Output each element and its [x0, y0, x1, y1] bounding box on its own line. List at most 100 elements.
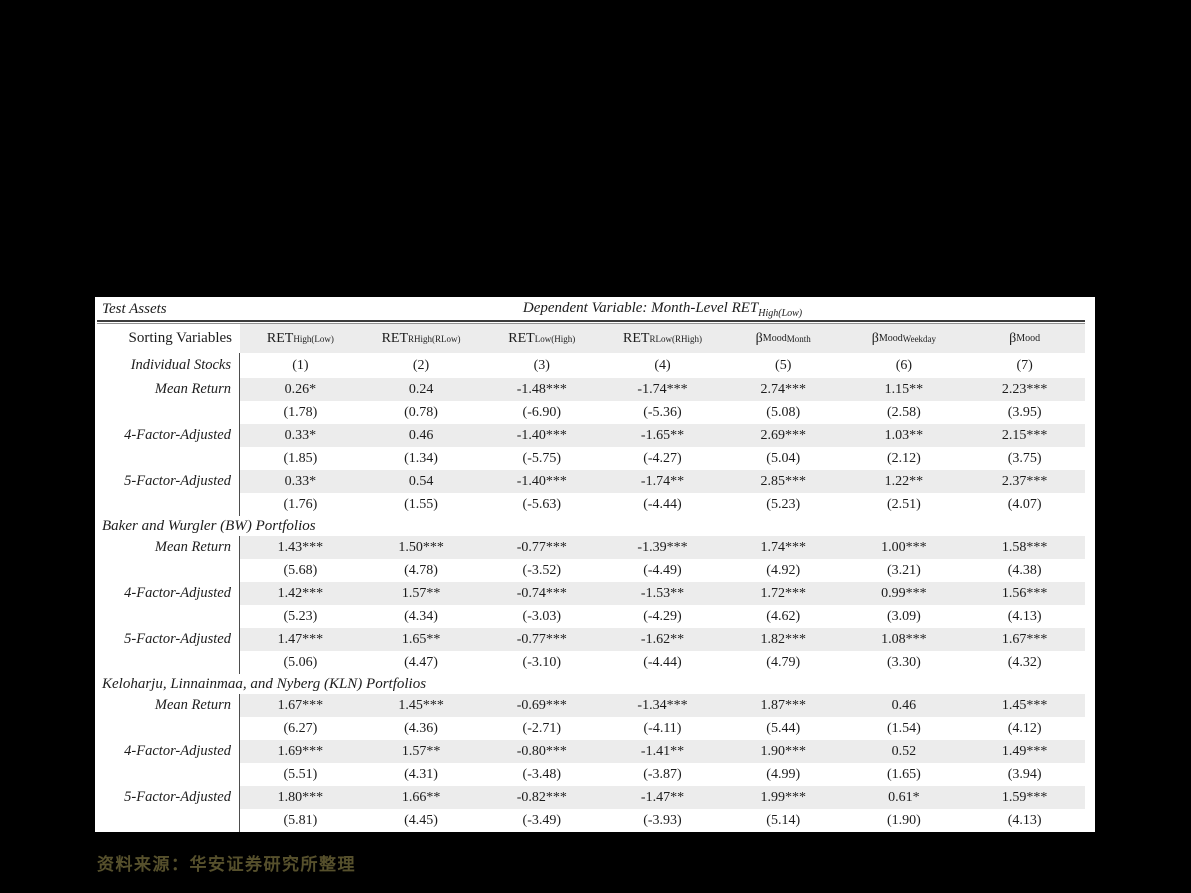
tstat-value: (5.51) — [283, 766, 318, 782]
tstat-value: (5.14) — [766, 812, 801, 828]
estimate-value: -0.69*** — [481, 694, 603, 717]
estimate-value: 0.61* — [843, 786, 965, 809]
column-number: (4) — [654, 357, 671, 373]
estimate-value: 1.57** — [360, 582, 482, 605]
estimate-row: 4-Factor-Adjusted 0.33* 0.46 -1.40*** -1.65*… — [97, 424, 1085, 447]
tstat-value: (1.34) — [404, 450, 438, 466]
tstat-row: (6.27) (4.36) (-2.71) (-4.11) (5.44) (1.54) (4… — [97, 717, 1085, 740]
row-label: Mean Return — [97, 536, 240, 559]
tstat-value: (4.13) — [1007, 812, 1042, 828]
table-body: Individual Stocks (1) (2) (3) (4) (5) (6) (7) Me… — [97, 353, 1085, 832]
estimate-value: -0.82*** — [481, 786, 603, 809]
tstat-value: (-3.87) — [643, 766, 682, 782]
tstat-value: (4.47) — [404, 654, 438, 670]
column-header-7: β Mood — [964, 324, 1085, 353]
column-header-subscript: RHigh(RLow) — [408, 333, 461, 344]
tstat-row: (1.85) (1.34) (-5.75) (-4.27) (5.04) (2.12) (3… — [97, 447, 1085, 470]
estimate-value: -1.74** — [602, 470, 723, 493]
row-label: 4-Factor-Adjusted — [97, 582, 240, 605]
estimate-value: 1.87*** — [722, 694, 844, 717]
tstat-row: (5.68) (4.78) (-3.52) (-4.49) (4.92) (3.21) (4… — [97, 559, 1085, 582]
tstat-value: (-3.52) — [522, 562, 562, 578]
tstat-value: (-5.36) — [643, 404, 682, 420]
section-title: Keloharju, Linnainmaa, and Nyberg (KLN) … — [102, 675, 427, 692]
estimate-value: 1.58*** — [964, 536, 1085, 559]
tstat-value: (4.31) — [404, 766, 438, 782]
tstat-value: (1.76) — [283, 496, 318, 512]
tstat-value: (0.78) — [404, 404, 438, 420]
estimate-value: -1.65** — [602, 424, 723, 447]
estimate-value: 0.52 — [843, 740, 965, 763]
row-label-empty — [97, 809, 240, 832]
column-header-5: β Mood Month — [722, 324, 844, 353]
source-note: 资料来源：华安证券研究所整理 — [97, 855, 356, 874]
tstat-value: (4.07) — [1007, 496, 1042, 512]
estimate-value: 2.74*** — [722, 378, 844, 401]
tstat-row: (5.06) (4.47) (-3.10) (-4.44) (4.79) (3.30) (4… — [97, 651, 1085, 674]
estimate-value: 0.24 — [360, 378, 482, 401]
estimate-value: 0.46 — [843, 694, 965, 717]
tstat-value: (6.27) — [283, 720, 318, 736]
tstat-value: (3.95) — [1007, 404, 1042, 420]
tstat-value: (-4.11) — [643, 720, 682, 736]
tstat-row: (5.23) (4.34) (-3.03) (-4.29) (4.62) (3.09) (4… — [97, 605, 1085, 628]
tstat-value: (5.81) — [283, 812, 318, 828]
estimate-value: 1.42*** — [240, 582, 361, 605]
estimate-value: 0.26* — [240, 378, 361, 401]
row-label: Mean Return — [97, 694, 240, 717]
tstat-value: (-3.10) — [522, 654, 562, 670]
column-header-4: RET RLow(RHigh) — [602, 324, 723, 353]
estimate-value: -1.34*** — [602, 694, 723, 717]
estimate-value: -0.74*** — [481, 582, 603, 605]
tstat-value: (1.54) — [887, 720, 921, 736]
estimate-value: 1.69*** — [240, 740, 361, 763]
row-label: Mean Return — [97, 378, 240, 401]
tstat-value: (4.13) — [1007, 608, 1042, 624]
tstat-value: (4.36) — [404, 720, 438, 736]
estimate-value: -1.40*** — [481, 424, 603, 447]
section-title: Baker and Wurgler (BW) Portfolios — [102, 517, 316, 534]
tstat-value: (5.44) — [766, 720, 801, 736]
estimate-value: -0.77*** — [481, 536, 603, 559]
column-header-superscript: Mood — [1016, 333, 1041, 344]
table-title-row: Test Assets Dependent Variable: Month-Le… — [97, 299, 1085, 320]
tstat-row: (5.51) (4.31) (-3.48) (-3.87) (4.99) (1.65) (3… — [97, 763, 1085, 786]
column-header-subscript: High(Low) — [293, 333, 334, 344]
estimate-value: 2.69*** — [722, 424, 844, 447]
estimate-value: 1.72*** — [722, 582, 844, 605]
tstat-value: (5.23) — [283, 608, 318, 624]
column-number: (5) — [775, 357, 792, 373]
column-header-subscript: Low(High) — [534, 333, 576, 344]
tstat-row: (1.76) (1.55) (-5.63) (-4.44) (5.23) (2.51) (4… — [97, 493, 1085, 516]
estimate-value: 1.74*** — [722, 536, 844, 559]
column-number: (6) — [895, 357, 913, 373]
row-label-empty — [97, 651, 240, 674]
tstat-value: (-4.44) — [643, 496, 682, 512]
tstat-value: (5.08) — [766, 404, 801, 420]
estimate-value: 1.80*** — [240, 786, 361, 809]
row-label-empty — [97, 559, 240, 582]
column-header-subscript: Month — [786, 333, 811, 344]
estimate-value: -1.40*** — [481, 470, 603, 493]
dependent-variable-label: Dependent Variable: Month-Level RETHigh(… — [240, 300, 1085, 319]
estimate-value: -1.41** — [602, 740, 723, 763]
tstat-value: (1.78) — [283, 404, 318, 420]
estimate-row: Mean Return 1.43*** 1.50*** -0.77*** -1.39**… — [97, 536, 1085, 559]
estimate-value: 1.99*** — [722, 786, 844, 809]
tstat-value: (3.75) — [1007, 450, 1042, 466]
tstat-value: (4.62) — [766, 608, 801, 624]
tstat-value: (2.51) — [887, 496, 921, 512]
test-assets-label: Test Assets — [102, 301, 167, 317]
column-header-base: β — [871, 330, 879, 346]
tstat-row: (5.81) (4.45) (-3.49) (-3.93) (5.14) (1.90) (4… — [97, 809, 1085, 832]
tstat-value: (-3.48) — [522, 766, 562, 782]
row-label: 5-Factor-Adjusted — [97, 628, 240, 651]
row-label: 4-Factor-Adjusted — [97, 740, 240, 763]
row-label: 4-Factor-Adjusted — [97, 424, 240, 447]
tstat-value: (1.90) — [887, 812, 921, 828]
tstat-value: (-4.29) — [643, 608, 682, 624]
sorting-variables-label: Sorting Variables — [128, 330, 232, 346]
column-header-base: RET — [508, 330, 535, 346]
estimate-value: 1.00*** — [843, 536, 965, 559]
